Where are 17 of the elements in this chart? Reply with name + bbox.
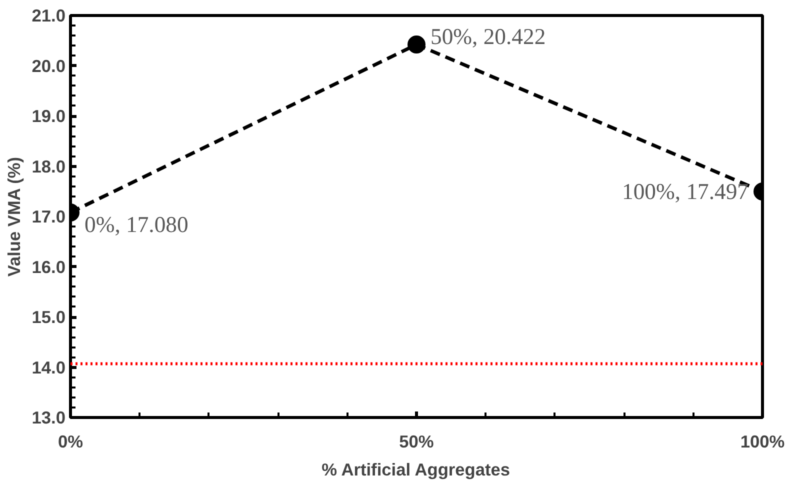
- y-tick-label: 13.0: [32, 408, 66, 428]
- annotation: 0%, 17.080: [84, 212, 188, 237]
- y-tick-label: 19.0: [32, 106, 66, 126]
- x-tick-label: 100%: [740, 432, 785, 452]
- annotation: 100%, 17.497: [622, 179, 749, 204]
- y-tick-label: 17.0: [32, 206, 66, 226]
- y-tick-label: 21.0: [32, 6, 66, 26]
- x-axis-title: % Artificial Aggregates: [322, 460, 510, 480]
- x-tick-label: 0%: [58, 432, 84, 452]
- y-tick-label: 20.0: [32, 56, 66, 76]
- y-tick-label: 16.0: [32, 256, 66, 277]
- y-tick-label: 18.0: [32, 156, 66, 176]
- y-axis-title: Value VMA (%): [4, 156, 24, 277]
- y-tick-label: 15.0: [32, 307, 66, 327]
- x-tick-label: 50%: [399, 432, 434, 452]
- y-tick-label: 14.0: [32, 357, 66, 378]
- annotation: 50%, 20.422: [430, 24, 546, 50]
